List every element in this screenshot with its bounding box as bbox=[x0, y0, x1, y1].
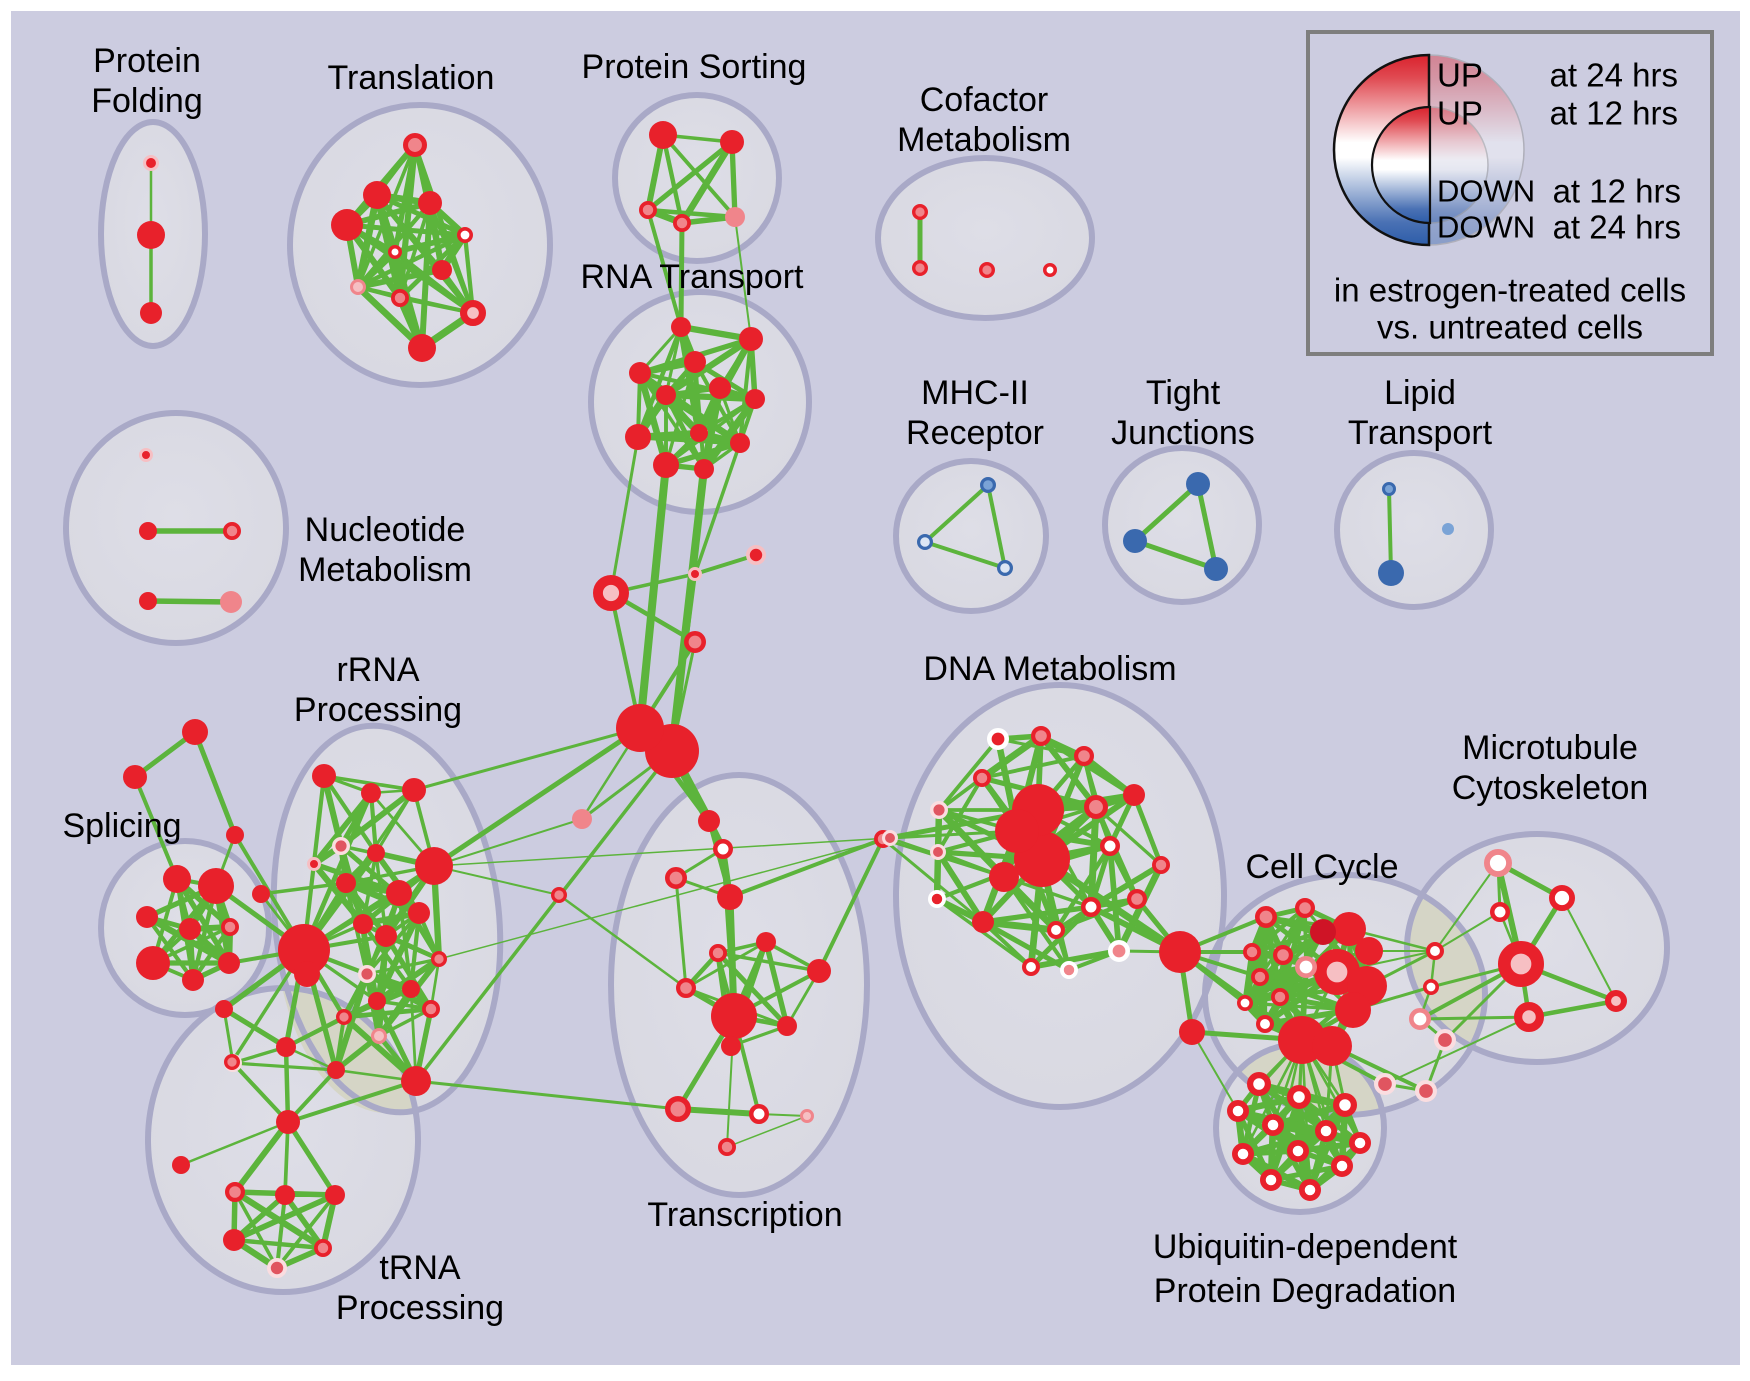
svg-text:MHC-II: MHC-II bbox=[921, 374, 1029, 412]
svg-text:RNA Transport: RNA Transport bbox=[581, 258, 805, 296]
svg-text:Processing: Processing bbox=[336, 1289, 504, 1327]
svg-text:vs. untreated cells: vs. untreated cells bbox=[1377, 309, 1643, 346]
svg-text:in estrogen-treated cells: in estrogen-treated cells bbox=[1334, 272, 1686, 309]
svg-text:Processing: Processing bbox=[294, 691, 462, 729]
svg-text:UP: UP bbox=[1437, 95, 1483, 132]
svg-text:DOWN: DOWN bbox=[1437, 174, 1535, 209]
svg-text:at 24 hrs: at 24 hrs bbox=[1550, 57, 1678, 94]
svg-text:Microtubule: Microtubule bbox=[1462, 729, 1638, 767]
svg-text:Junctions: Junctions bbox=[1111, 414, 1255, 452]
svg-text:Protein Degradation: Protein Degradation bbox=[1154, 1272, 1456, 1310]
svg-text:UP: UP bbox=[1437, 57, 1483, 94]
svg-text:Ubiquitin-dependent: Ubiquitin-dependent bbox=[1153, 1228, 1458, 1266]
svg-text:Transport: Transport bbox=[1348, 414, 1493, 452]
svg-text:at 12 hrs: at 12 hrs bbox=[1553, 173, 1681, 210]
svg-text:Nucleotide: Nucleotide bbox=[305, 511, 466, 549]
svg-text:Tight: Tight bbox=[1146, 374, 1221, 412]
svg-text:tRNA: tRNA bbox=[379, 1249, 461, 1287]
svg-text:Cell Cycle: Cell Cycle bbox=[1245, 848, 1398, 886]
svg-text:Transcription: Transcription bbox=[647, 1196, 842, 1234]
svg-text:Translation: Translation bbox=[328, 59, 495, 97]
svg-text:Receptor: Receptor bbox=[906, 414, 1044, 452]
svg-text:at 24 hrs: at 24 hrs bbox=[1553, 209, 1681, 246]
svg-text:Protein: Protein bbox=[93, 42, 201, 80]
svg-text:Cytoskeleton: Cytoskeleton bbox=[1452, 769, 1649, 807]
svg-text:DOWN: DOWN bbox=[1437, 210, 1535, 245]
svg-text:DNA Metabolism: DNA Metabolism bbox=[923, 650, 1176, 688]
svg-text:rRNA: rRNA bbox=[336, 651, 419, 689]
svg-text:Metabolism: Metabolism bbox=[298, 551, 472, 589]
svg-text:Lipid: Lipid bbox=[1384, 374, 1456, 412]
svg-text:Metabolism: Metabolism bbox=[897, 121, 1071, 159]
svg-text:Cofactor: Cofactor bbox=[920, 81, 1049, 119]
svg-text:Splicing: Splicing bbox=[62, 807, 181, 845]
svg-text:Protein Sorting: Protein Sorting bbox=[582, 48, 807, 86]
svg-text:at 12 hrs: at 12 hrs bbox=[1550, 95, 1678, 132]
svg-text:Folding: Folding bbox=[91, 82, 203, 120]
